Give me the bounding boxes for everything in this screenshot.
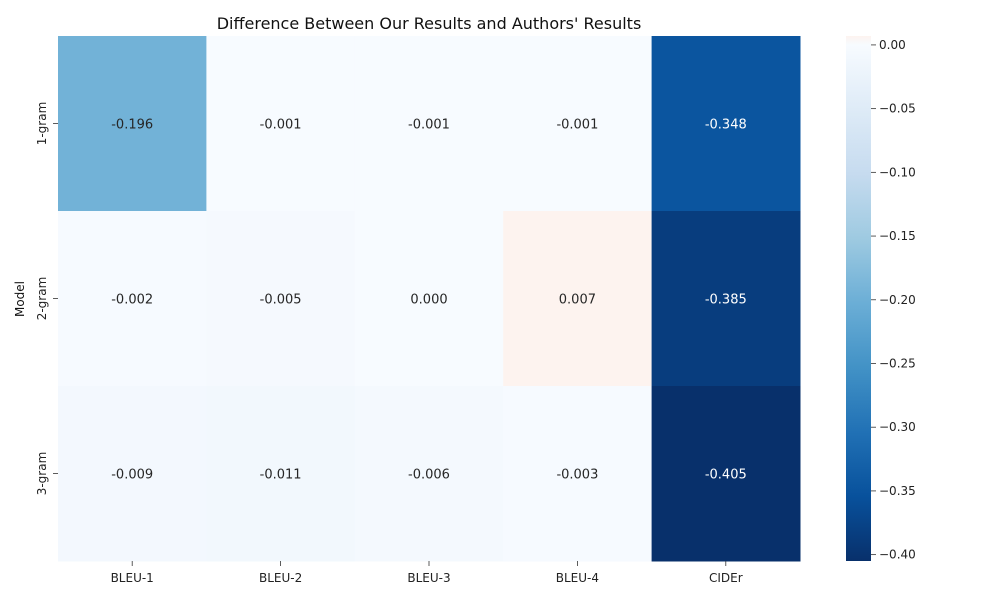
x-tick-label: BLEU-1	[111, 571, 154, 585]
heatmap-cell	[58, 36, 207, 212]
cell-value-label: -0.348	[705, 118, 747, 133]
heatmap-cell	[503, 386, 653, 562]
x-tick-label: BLEU-2	[259, 571, 302, 585]
heatmap-cell	[354, 386, 504, 562]
colorbar-tick-label: −0.10	[879, 165, 916, 179]
heatmap-cell	[354, 36, 504, 212]
y-tick-label: 3-gram	[35, 452, 49, 496]
heatmap-cells: -0.196 -0.001 -0.001 -0.001 -0.348 -0.002 -0.0…	[58, 36, 801, 562]
cell-value-label: -0.001	[556, 118, 598, 133]
y-tick-label: 2-gram	[35, 277, 49, 321]
colorbar-tick-label: −0.40	[879, 548, 916, 562]
heatmap-cell	[206, 36, 356, 212]
cell-value-label: 0.007	[559, 293, 596, 308]
colorbar-tick-label: −0.05	[879, 102, 916, 116]
colorbar-gradient	[846, 36, 871, 561]
cell-value-label: -0.001	[260, 118, 302, 133]
cell-value-label: -0.405	[705, 468, 747, 483]
x-tick-label: BLEU-4	[556, 571, 599, 585]
heatmap-cell	[354, 211, 504, 387]
cell-value-label: 0.000	[410, 293, 447, 308]
heatmap-cell	[503, 211, 653, 387]
colorbar-tick-label: −0.15	[879, 229, 916, 243]
cell-value-label: -0.196	[111, 118, 153, 133]
x-tick-label: BLEU-3	[407, 571, 450, 585]
heatmap-cell	[503, 36, 653, 212]
heatmap-cell	[58, 386, 207, 562]
y-axis: 1-gram 2-gram 3-gram	[35, 102, 58, 496]
heatmap-cell	[651, 386, 801, 562]
x-axis: BLEU-1 BLEU-2 BLEU-3 BLEU-4 CIDEr	[111, 561, 743, 585]
cell-value-label: -0.006	[408, 468, 450, 483]
heatmap-cell	[58, 211, 207, 387]
cell-value-label: -0.001	[408, 118, 450, 133]
chart-title: Difference Between Our Results and Autho…	[217, 14, 642, 33]
colorbar: 0.00 −0.05 −0.10 −0.15 −0.20 −0.25 −0.30 −0.35 −…	[846, 36, 916, 562]
colorbar-tick-label: −0.35	[879, 484, 916, 498]
heatmap-cell	[651, 36, 801, 212]
heatmap-cell	[206, 386, 356, 562]
colorbar-tick-label: −0.30	[879, 420, 916, 434]
cell-value-label: -0.009	[111, 468, 153, 483]
y-tick-label: 1-gram	[35, 102, 49, 146]
y-axis-label: Model	[13, 281, 27, 317]
cell-value-label: -0.003	[556, 468, 598, 483]
colorbar-tick-label: −0.25	[879, 356, 916, 370]
heatmap-cell	[206, 211, 356, 387]
heatmap-cell	[651, 211, 801, 387]
colorbar-tick-label: 0.00	[879, 38, 906, 52]
cell-value-label: -0.385	[705, 293, 747, 308]
x-tick-label: CIDEr	[709, 571, 743, 585]
colorbar-tick-label: −0.20	[879, 293, 916, 307]
cell-value-label: -0.011	[260, 468, 302, 483]
cell-value-label: -0.002	[111, 293, 153, 308]
cell-value-label: -0.005	[260, 293, 302, 308]
